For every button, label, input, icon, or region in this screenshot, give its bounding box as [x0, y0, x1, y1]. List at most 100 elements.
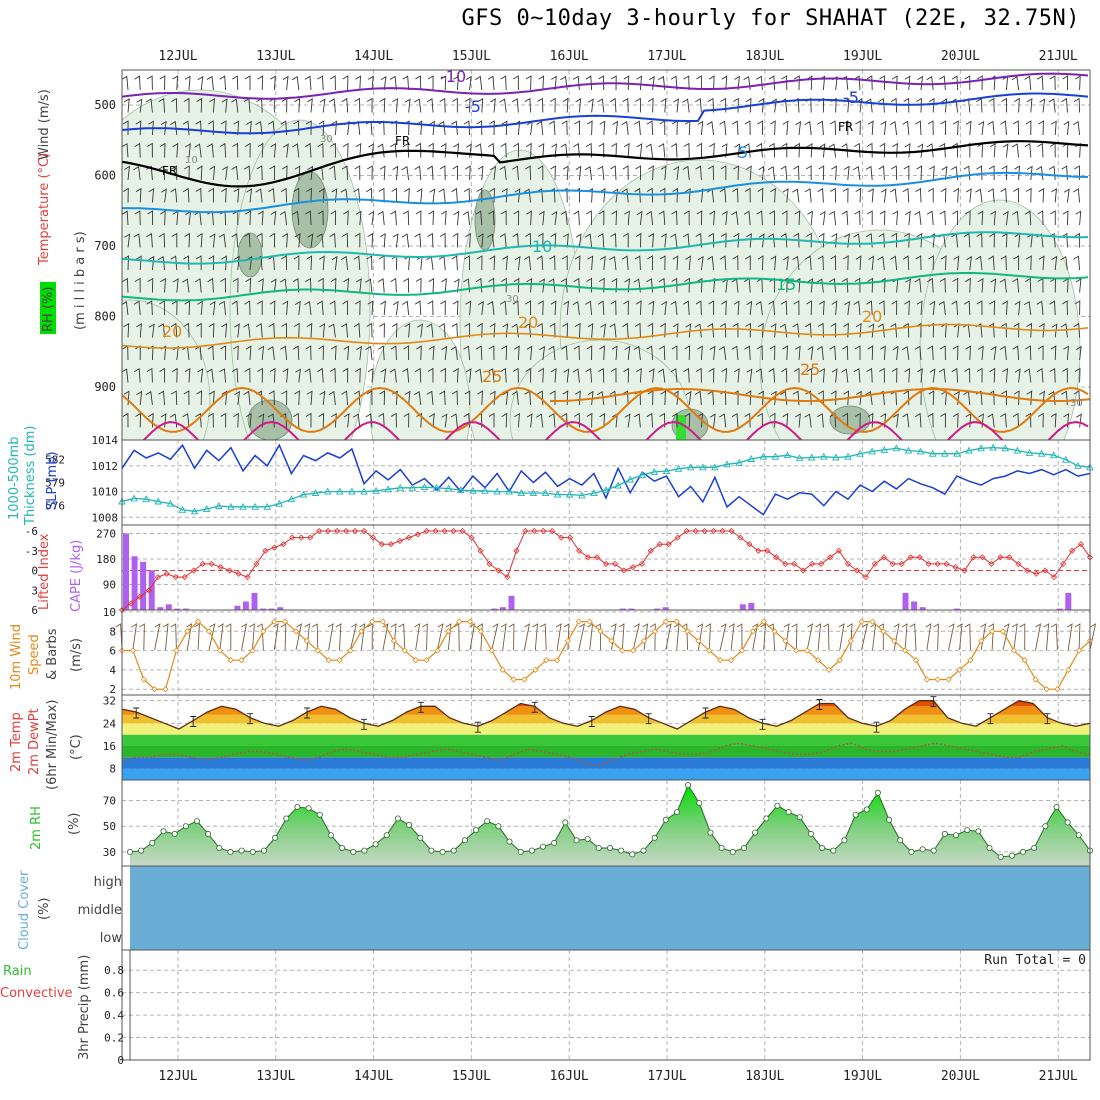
wind-barb: [487, 300, 495, 316]
wind10-point: [804, 647, 811, 654]
wind-barb: [183, 97, 190, 113]
wind-barb: [426, 390, 434, 406]
wind-barb: [927, 345, 934, 361]
wind-barb: [926, 210, 934, 226]
wind-barb: [560, 143, 568, 158]
wind10-point: [314, 647, 321, 654]
thickness-point: [795, 454, 804, 462]
temp-ylabel-b: 2m DewPt: [27, 708, 42, 775]
wind-barb: [426, 98, 434, 113]
wind-barb: [354, 232, 361, 248]
wind-barb: [1014, 368, 1021, 383]
wind-barb: [561, 120, 568, 136]
date-label-top-5: 17JUL: [647, 49, 686, 64]
wind10-barb: [349, 623, 357, 651]
wind-barb: [501, 120, 508, 136]
wind-barb: [597, 165, 605, 181]
wind-barb: [306, 255, 313, 271]
wind-barb: [939, 142, 946, 158]
li-point: [369, 534, 377, 541]
wind-barb: [892, 345, 899, 361]
wind-barb: [1013, 322, 1020, 338]
wind-barb: [586, 120, 593, 136]
wind-barb: [548, 413, 556, 428]
thickness-point: [1037, 449, 1046, 457]
rh-point: [607, 845, 614, 852]
wind-barb: [183, 390, 190, 406]
li-point: [432, 527, 439, 535]
wind10-barb: [878, 623, 884, 650]
wind10-barb: [1011, 623, 1018, 651]
wind-barb: [305, 345, 312, 361]
contour-label-t20b: 20: [518, 313, 538, 332]
wind10-barb: [422, 623, 428, 651]
thickness-point: [420, 483, 429, 491]
thickness-point: [396, 483, 405, 491]
wind-barb: [768, 75, 776, 91]
wind-barb: [682, 233, 690, 248]
rh-point: [919, 846, 926, 853]
wind-barb: [368, 143, 374, 158]
wind-barb: [451, 255, 458, 271]
wind10-point: [195, 618, 202, 625]
wind-barb: [988, 390, 995, 406]
wind10-barb: [838, 623, 845, 651]
wind-barb: [659, 187, 666, 203]
wind-barb: [159, 300, 166, 316]
contour-label-t15: 15: [776, 275, 796, 294]
wind-barb: [661, 300, 667, 316]
wind-barb: [1025, 412, 1032, 428]
wind-barb: [1024, 210, 1032, 226]
wind-barb: [416, 345, 422, 361]
wind-barb: [243, 390, 251, 406]
wind10-point: [466, 618, 474, 625]
wind-barb: [892, 142, 898, 158]
wind-barb: [353, 188, 361, 203]
wind-barb: [124, 165, 130, 181]
wind-barb: [756, 345, 763, 361]
thickness-point: [928, 449, 937, 457]
wind10-barb: [414, 623, 421, 651]
wind10-point: [140, 676, 147, 683]
wind-barb: [1050, 120, 1057, 136]
wind-barb: [207, 412, 214, 428]
wind-barb: [550, 165, 556, 181]
wind-barb: [928, 97, 935, 113]
wind-barb: [391, 322, 398, 338]
li-point: [513, 547, 520, 554]
li-point: [1006, 554, 1013, 561]
wind-barb: [196, 97, 203, 113]
wind-barb: [1000, 413, 1007, 428]
wind-barb: [380, 368, 387, 383]
wind-barb: [292, 345, 300, 361]
wind-barb: [403, 277, 410, 293]
cloud-level-middle: middle: [78, 903, 122, 918]
wind10-barb: [1051, 623, 1058, 651]
wind-barb: [414, 165, 422, 181]
thickness-point: [1074, 461, 1082, 469]
temp-minmax: [873, 721, 880, 733]
wind-barb: [611, 210, 618, 226]
wind-barb: [550, 232, 557, 248]
rh-dark-3: [247, 399, 293, 440]
li-point: [970, 554, 977, 561]
wind-barb: [282, 300, 289, 316]
thickness-point: [275, 499, 284, 507]
rh-point: [383, 832, 390, 839]
wind10-barb: [154, 623, 161, 651]
wind-barb: [915, 187, 922, 203]
wind-barb: [536, 255, 544, 271]
wind-barb: [304, 300, 312, 316]
wind-barb: [416, 255, 423, 271]
wind-barb: [526, 120, 533, 136]
wind-barb: [392, 97, 399, 113]
thickness-point: [178, 505, 187, 513]
wind-barb: [841, 277, 849, 293]
temp-minmax: [1044, 713, 1051, 725]
wind-barb: [415, 142, 422, 158]
wind-barb: [939, 75, 946, 91]
wind-barb: [377, 143, 385, 158]
wind-barb: [866, 300, 873, 316]
wind-barb: [341, 323, 349, 338]
wind-barb: [743, 143, 751, 158]
